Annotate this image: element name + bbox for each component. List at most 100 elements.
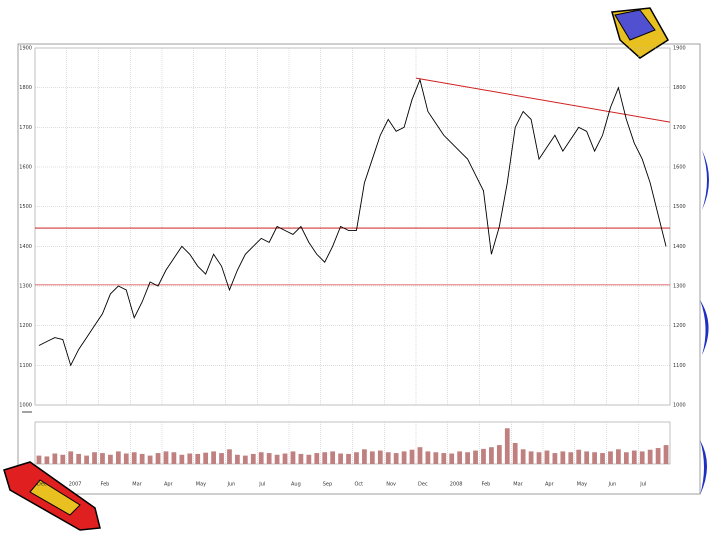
y-tick-label-right: 1900 xyxy=(673,46,686,52)
x-tick-label: Jul xyxy=(639,482,646,488)
volume-bar xyxy=(44,456,50,464)
x-tick-label: Mar xyxy=(513,482,523,488)
volume-bar xyxy=(108,454,113,464)
volume-bar xyxy=(504,428,510,464)
y-tick-label: 1900 xyxy=(19,46,32,52)
volume-bar xyxy=(52,453,58,464)
pencil-bottom-left xyxy=(3,461,101,531)
volume-bar xyxy=(171,452,177,464)
volume-bar xyxy=(647,449,653,464)
volume-bar xyxy=(457,451,463,464)
volume-bar xyxy=(147,455,153,464)
x-tick-label: May xyxy=(196,482,206,488)
volume-bar xyxy=(242,455,248,464)
volume-bar xyxy=(155,453,161,464)
volume-bar xyxy=(227,449,232,464)
volume-bar xyxy=(544,450,550,464)
volume-bar xyxy=(552,453,558,464)
x-tick-label: Oct xyxy=(355,482,364,488)
y-tick-label-right: 1500 xyxy=(673,204,686,210)
x-tick-label: Nov xyxy=(386,482,396,488)
y-tick-label-right: 1400 xyxy=(673,244,686,250)
volume-bar xyxy=(274,454,280,464)
volume-bar xyxy=(449,453,455,464)
volume-bar xyxy=(417,447,423,464)
volume-bar xyxy=(401,451,407,464)
y-tick-label: 1100 xyxy=(19,363,32,369)
volume-bar xyxy=(139,453,145,464)
volume-bar xyxy=(369,451,375,464)
volume-bar xyxy=(76,453,82,464)
y-tick-label: 1000 xyxy=(19,403,32,409)
x-tick-label: Jun xyxy=(608,482,617,488)
x-tick-label: Dec xyxy=(37,482,47,488)
y-tick-label: 1800 xyxy=(19,85,32,91)
volume-bar xyxy=(60,454,66,464)
x-tick-label: Aug xyxy=(291,482,301,488)
volume-bar xyxy=(473,450,478,464)
volume-bar xyxy=(203,452,209,464)
volume-bar xyxy=(314,453,320,464)
volume-bar xyxy=(576,449,582,464)
volume-bar xyxy=(187,453,193,464)
y-tick-label-right: 1800 xyxy=(673,85,686,91)
trend-line xyxy=(415,77,671,123)
volume-bar xyxy=(663,445,669,464)
volume-bar xyxy=(330,451,336,464)
x-tick-label: Feb xyxy=(482,482,491,488)
volume-bar xyxy=(409,449,415,464)
volume-bar xyxy=(282,453,288,464)
volume-bar xyxy=(560,451,566,464)
volume-bar xyxy=(195,453,201,464)
volume-bar xyxy=(616,449,621,464)
pencil-top-right xyxy=(611,7,670,59)
volume-bar xyxy=(338,453,343,464)
volume-bar xyxy=(600,453,605,464)
volume-bar xyxy=(520,449,526,464)
volume-bar xyxy=(425,451,431,464)
volume-bar xyxy=(36,455,42,464)
volume-bar xyxy=(512,443,518,464)
y-tick-label: 1400 xyxy=(19,244,32,250)
decoration-right xyxy=(700,150,709,495)
volume-bar xyxy=(131,452,137,464)
volume-bar xyxy=(266,453,272,464)
x-tick-label: 2007 xyxy=(69,482,82,488)
y-tick-label: 1500 xyxy=(19,204,32,210)
volume-bar xyxy=(115,451,121,464)
volume-bar xyxy=(623,452,629,464)
volume-bar xyxy=(211,451,216,464)
y-tick-label-right: 1700 xyxy=(673,125,686,131)
volume-bar xyxy=(655,448,661,464)
volume-bar xyxy=(568,452,574,464)
volume-bar xyxy=(163,451,169,464)
volume-bar xyxy=(354,452,359,464)
y-tick-label-right: 1300 xyxy=(673,284,686,290)
volume-bar xyxy=(235,454,240,464)
volume-bar xyxy=(528,451,534,464)
volume-bar xyxy=(290,451,296,464)
volume-bar xyxy=(84,455,89,464)
x-tick-label: Jun xyxy=(227,482,236,488)
x-tick-label: Dec xyxy=(418,482,428,488)
volume-bar xyxy=(592,452,597,464)
volume-bar xyxy=(385,452,391,464)
y-tick-label-right: 1200 xyxy=(673,323,686,329)
volume-bar xyxy=(306,454,312,464)
volume-bar xyxy=(68,451,74,464)
volume-bar xyxy=(584,451,590,464)
volume-bar xyxy=(100,453,105,464)
y-tick-label-right: 1600 xyxy=(673,165,686,171)
volume-bar xyxy=(362,449,367,464)
x-tick-label: 2008 xyxy=(450,482,463,488)
volume-bar xyxy=(465,452,470,464)
y-tick-label: 1700 xyxy=(19,125,32,131)
x-tick-label: Feb xyxy=(101,482,110,488)
volume-bar xyxy=(179,454,185,464)
price-line xyxy=(38,78,667,367)
x-tick-label: May xyxy=(577,482,587,488)
volume-bar xyxy=(322,452,328,464)
volume-bar xyxy=(489,447,494,464)
volume-bar xyxy=(258,452,264,464)
